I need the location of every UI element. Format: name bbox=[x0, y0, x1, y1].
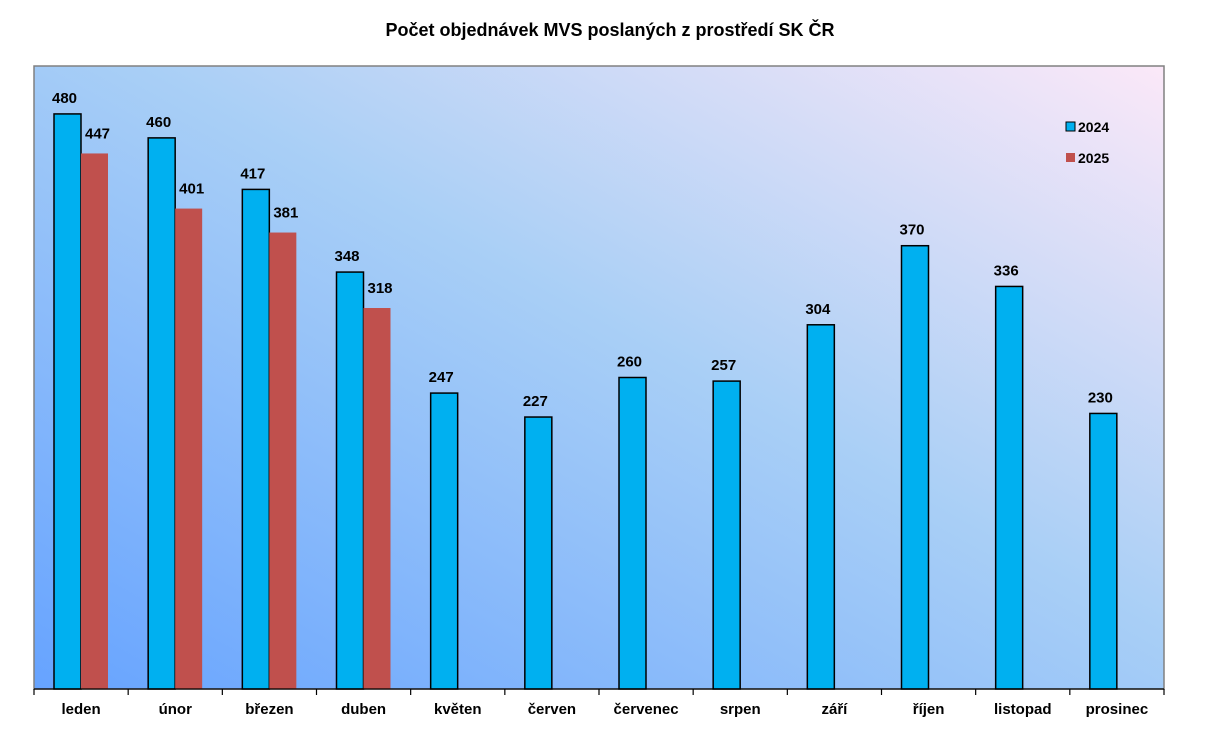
x-tick-label-prosinec: prosinec bbox=[1086, 701, 1149, 718]
data-label-2024-říjen: 370 bbox=[899, 222, 924, 239]
bar-2025-únor bbox=[175, 208, 203, 689]
plot-area bbox=[33, 65, 1165, 690]
bar-2024-září bbox=[806, 324, 836, 690]
data-label-2024-únor: 460 bbox=[146, 114, 171, 131]
data-label-2024-listopad: 336 bbox=[994, 262, 1019, 279]
data-label-2025-únor: 401 bbox=[179, 181, 204, 198]
bar-2025-březen bbox=[269, 232, 297, 689]
bar-2024-únor bbox=[147, 137, 176, 690]
bar-2024-leden bbox=[53, 113, 82, 690]
x-tick-label-květen: květen bbox=[434, 701, 482, 718]
data-label-2025-duben: 318 bbox=[367, 280, 392, 297]
legend-swatch-2025 bbox=[1066, 153, 1075, 162]
bar-2025-duben bbox=[363, 308, 391, 689]
data-label-2025-březen: 381 bbox=[273, 205, 298, 222]
bar-2024-listopad bbox=[994, 285, 1024, 690]
x-tick-label-červenec: červenec bbox=[614, 701, 679, 718]
data-label-2025-leden: 447 bbox=[85, 125, 110, 142]
x-tick-label-září: září bbox=[821, 701, 848, 718]
x-tick-label-říjen: říjen bbox=[913, 701, 945, 718]
x-tick-label-duben: duben bbox=[341, 701, 386, 718]
x-tick-label-srpen: srpen bbox=[720, 701, 761, 718]
data-label-2024-srpen: 257 bbox=[711, 357, 736, 374]
data-label-2024-září: 304 bbox=[805, 301, 831, 318]
x-tick-label-listopad: listopad bbox=[994, 701, 1052, 718]
data-label-2024-březen: 417 bbox=[240, 165, 265, 182]
chart-title: Počet objednávek MVS poslaných z prostře… bbox=[385, 20, 835, 40]
data-label-2024-leden: 480 bbox=[52, 90, 77, 107]
x-tick-label-červen: červen bbox=[528, 701, 576, 718]
x-tick-label-leden: leden bbox=[61, 701, 100, 718]
bar-2024-červen bbox=[524, 416, 553, 690]
legend-swatch-2024 bbox=[1065, 121, 1076, 132]
data-label-2024-prosinec: 230 bbox=[1088, 389, 1113, 406]
data-label-2024-červenec: 260 bbox=[617, 354, 642, 371]
bar-2024-srpen bbox=[712, 380, 741, 690]
data-label-2024-květen: 247 bbox=[429, 369, 454, 386]
bar-2024-květen bbox=[429, 392, 459, 690]
x-tick-label-březen: březen bbox=[245, 701, 293, 718]
x-tick-label-únor: únor bbox=[159, 701, 192, 718]
bar-2024-březen bbox=[241, 188, 271, 690]
bar-2024-říjen bbox=[900, 244, 930, 690]
bar-2024-duben bbox=[335, 271, 365, 690]
bar-2025-leden bbox=[81, 153, 108, 690]
data-label-2024-duben: 348 bbox=[334, 248, 359, 265]
legend-label-2024: 2024 bbox=[1078, 119, 1109, 135]
bar-2024-červenec bbox=[618, 376, 647, 690]
bar-2024-prosinec bbox=[1089, 412, 1118, 690]
legend-label-2025: 2025 bbox=[1078, 150, 1109, 166]
data-label-2024-červen: 227 bbox=[523, 393, 548, 410]
